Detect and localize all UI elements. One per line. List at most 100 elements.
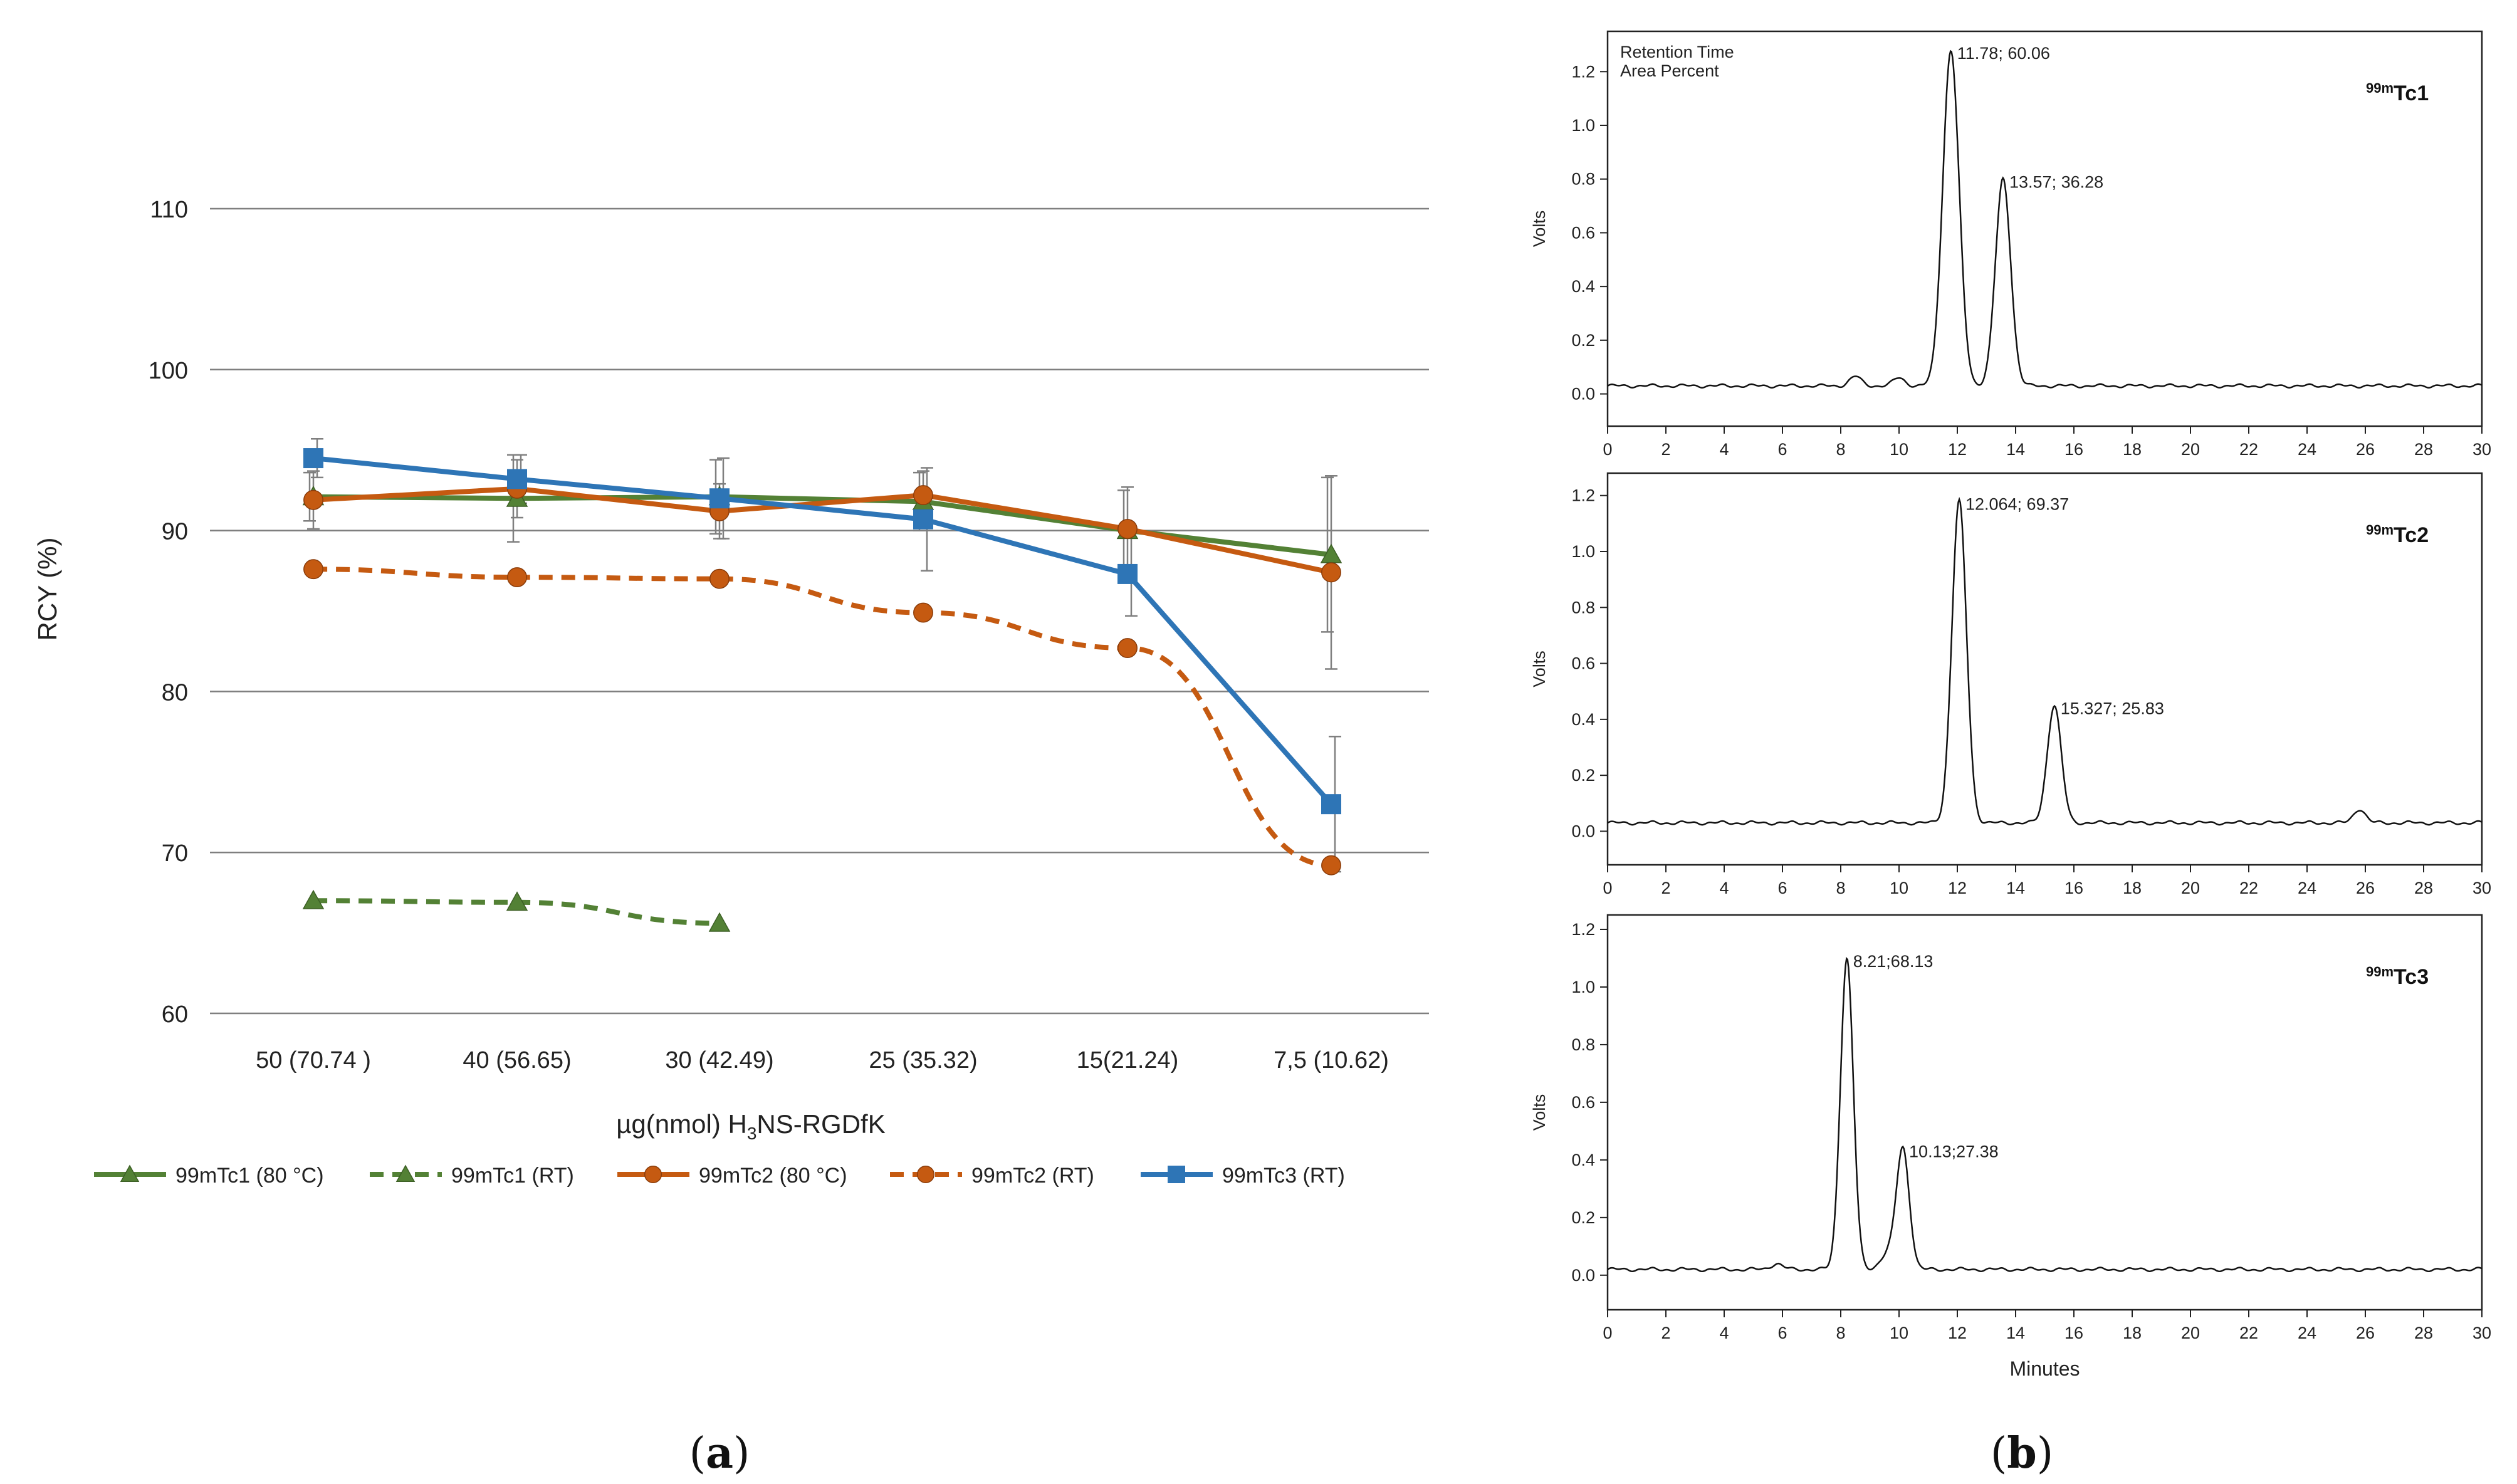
hplc-x-tick-label: 4 [1719,879,1729,897]
hplc-x-tick-label: 8 [1836,440,1845,459]
hplc-compound-label-sup: 99m [2366,522,2394,538]
hplc-x-tick-label: 2 [1661,440,1670,459]
rcy-data-point [709,488,730,509]
rcy-data-point [1117,638,1138,659]
legend-label: 99mTc1 (RT) [451,1164,574,1188]
hplc-y-tick-label: 1.2 [1571,920,1595,939]
hplc-x-tick-label: 28 [2414,1324,2433,1342]
hplc-y-tick-label: 0.4 [1571,1151,1595,1169]
hplc-x-tick-label: 16 [2064,440,2083,459]
rcy-x-tick-label: 15(21.24) [1077,1047,1179,1074]
rcy-data-point [1321,855,1341,875]
hplc-x-tick-label: 6 [1777,440,1787,459]
hplc-x-tick-label: 22 [2239,440,2258,459]
panel-label-b-close: ) [2037,1429,2054,1478]
rcy-series-lines [313,456,1333,926]
legend-label: 99mTc2 (80 °C) [699,1164,847,1188]
hplc-y-tick-label: 0.4 [1571,710,1595,729]
hplc-y-tick-label: 1.2 [1571,486,1595,505]
legend-label: 99mTc3 (RT) [1222,1164,1345,1188]
rcy-data-point [913,509,933,530]
rcy-xlabel-sub: 3 [747,1124,757,1143]
panel-label-a-open: ( [689,1429,706,1478]
rcy-data-point [506,891,528,911]
hplc-y-tick-label: 0.6 [1571,223,1595,242]
hplc-x-tick-label: 20 [2181,1324,2200,1342]
rcy-data-point [303,559,323,580]
hplc-x-tick-label: 6 [1777,1324,1787,1342]
hplc-plot-frame [1606,914,2483,1311]
hplc-x-tick-label: 22 [2239,1324,2258,1342]
hplc-y-tick-label: 1.0 [1571,116,1595,135]
hplc-y-tick-label: 1.0 [1571,978,1595,996]
hplc-peak-annotation: 15.327; 25.83 [2061,699,2164,718]
rcy-xlabel-prefix: µg(nmol) H [616,1109,747,1139]
rcy-x-tick-labels: 50 (70.74 ) 40 (56.65) 30 (42.49) 25 (35.32… [256,1047,1389,1074]
hplc-x-tick-label: 26 [2356,1324,2375,1342]
legend-marker [916,1165,935,1184]
hplc-x-tick-label: 8 [1836,879,1845,897]
legend-marker [1168,1166,1185,1183]
rcy-data-point [303,489,323,510]
rcy-data-point [1321,794,1341,815]
hplc-x-tick-label: 30 [2473,879,2491,897]
hplc-x-tick-label: 24 [2298,440,2316,459]
hplc-x-tick-label: 0 [1603,879,1612,897]
hplc-chromatograms: 0 2 4 6 8 10 12 14 16 18 20 22 24 26 28 300.00.20.40.60… [1530,30,2491,1380]
legend-marker [120,1164,140,1182]
hplc-x-tick-label: 20 [2181,879,2200,897]
hplc-x-tick-label: 2 [1661,879,1670,897]
hplc-y-tick-label: 0.2 [1571,331,1595,350]
hplc-x-tick-label: 2 [1661,1324,1670,1342]
hplc-trace [1607,496,2483,826]
hplc-x-tick-label: 10 [1890,1324,1908,1342]
hplc-x-tick-label: 10 [1890,879,1908,897]
legend-marker [644,1165,662,1184]
hplc-x-tick-label: 16 [2064,879,2083,897]
hplc-x-tick-label: 18 [2123,440,2142,459]
hplc-y-tick-label: 1.2 [1571,62,1595,81]
hplc-x-tick-label: 28 [2414,879,2433,897]
hplc-plot-frame [1606,30,2483,427]
hplc-y-tick-label: 1.0 [1571,542,1595,561]
rcy-y-tick-label: 60 [162,1001,188,1028]
hplc-y-tick-label: 0.0 [1571,822,1595,840]
rcy-data-point [303,448,323,469]
rcy-y-tick-label: 70 [162,840,188,867]
rcy-series-line [313,567,1332,868]
hplc-x-tick-label: 12 [1948,440,1967,459]
rcy-y-tick-label: 110 [150,197,188,223]
rcy-y-tick-label: 80 [162,679,188,706]
hplc-peak-annotation: 13.57; 36.28 [2009,173,2103,192]
hplc-compound-label: 99mTc1 [2366,80,2429,105]
hplc-compound-label-sup: 99m [2366,964,2394,980]
rcy-y-tick-label: 100 [149,358,188,384]
hplc-y-tick-label: 0.8 [1571,170,1595,189]
hplc-x-tick-label: 12 [1948,1324,1967,1342]
hplc-x-tick-label: 22 [2239,879,2258,897]
hplc-x-tick-label: 14 [2006,440,2025,459]
legend-marker [395,1164,416,1182]
hplc-peak-annotation: 11.78; 60.06 [1957,44,2050,63]
hplc-y-tick-label: 0.0 [1571,1266,1595,1285]
hplc-panel-1: 0 2 4 6 8 10 12 14 16 18 20 22 24 26 28 300.00.20.40.60… [1530,30,2491,459]
rcy-ylabel: RCY (%) [33,538,62,641]
hplc-x-tick-label: 14 [2006,879,2025,897]
panel-label-b-open: ( [1991,1429,2007,1478]
hplc-x-tick-label: 24 [2298,879,2316,897]
hplc-x-tick-label: 10 [1890,440,1908,459]
hplc-y-tick-label: 0.2 [1571,1208,1595,1227]
rcy-x-tick-label: 30 (42.49) [665,1047,773,1074]
hplc-x-tick-label: 24 [2298,1324,2316,1342]
rcy-data-point [507,469,527,489]
hplc-y-tick-label: 0.4 [1571,277,1595,296]
hplc-x-tick-label: 28 [2414,440,2433,459]
hplc-x-tick-label: 12 [1948,879,1967,897]
hplc-ylabel: Volts [1530,211,1549,248]
hplc-panel-2: 0 2 4 6 8 10 12 14 16 18 20 22 24 26 28 300.00.20.40.60… [1530,472,2491,897]
hplc-compound-label-main: Tc2 [2394,523,2429,547]
hplc-header-text: Area Percent [1620,61,1719,80]
rcy-xlabel: µg(nmol) H3NS-RGDfK [616,1109,886,1143]
rcy-y-tick-labels: 60 70 80 90 100 110 [149,197,188,1028]
